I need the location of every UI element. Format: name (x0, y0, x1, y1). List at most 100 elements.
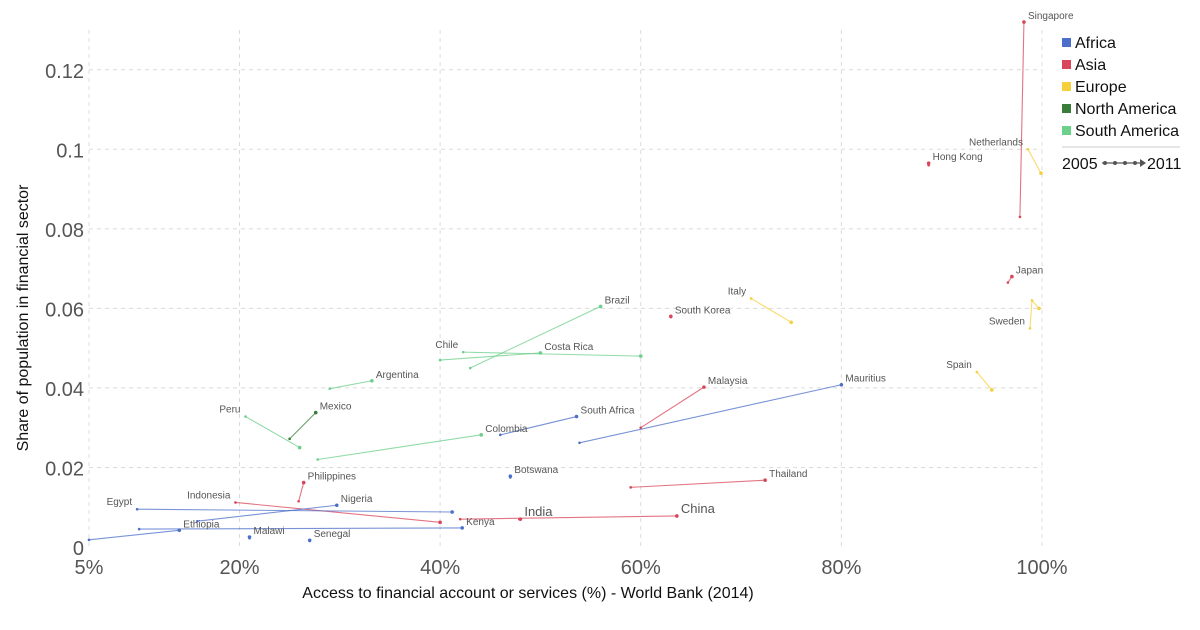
data-point[interactable] (990, 388, 994, 392)
data-point[interactable] (234, 501, 237, 504)
point-label: Mexico (320, 402, 352, 413)
data-point[interactable] (508, 474, 513, 479)
series-senegal[interactable]: Senegal (307, 529, 351, 543)
data-point[interactable] (669, 314, 673, 319)
series-spain[interactable]: Spain (946, 360, 994, 392)
series-line (329, 380, 372, 390)
legend-item-africa[interactable]: Africa (1062, 35, 1116, 52)
grid (88, 30, 1043, 547)
data-point[interactable] (1026, 148, 1030, 151)
data-point[interactable] (629, 486, 633, 489)
data-point[interactable] (370, 378, 374, 383)
point-label: South Korea (675, 305, 731, 316)
series-south-africa[interactable]: South Africa (498, 406, 635, 437)
data-point[interactable] (177, 528, 182, 533)
series-nigeria[interactable]: Nigeria (196, 494, 373, 523)
point-label: South Africa (581, 406, 635, 417)
data-point[interactable] (301, 480, 306, 485)
series-china[interactable]: China (458, 501, 716, 521)
legend-item-europe[interactable]: Europe (1062, 79, 1127, 96)
data-point[interactable] (763, 478, 767, 482)
data-point[interactable] (1039, 171, 1043, 175)
data-point[interactable] (598, 304, 603, 309)
data-point[interactable] (316, 458, 320, 461)
series-philippines[interactable]: Philippines (297, 472, 356, 503)
data-point[interactable] (244, 415, 247, 418)
data-point[interactable] (926, 161, 931, 166)
point-label: Kenya (466, 517, 495, 528)
data-point[interactable] (639, 426, 643, 429)
legend-item-north-america[interactable]: North America (1062, 101, 1176, 118)
data-point[interactable] (313, 410, 318, 415)
data-point[interactable] (334, 503, 339, 508)
data-point[interactable] (1028, 326, 1032, 330)
data-point[interactable] (468, 366, 472, 370)
series-malaysia[interactable]: Malaysia (639, 376, 748, 429)
data-point[interactable] (702, 385, 706, 389)
data-point[interactable] (297, 445, 302, 450)
legend-item-asia[interactable]: Asia (1062, 57, 1106, 74)
series-line (976, 371, 993, 391)
data-point[interactable] (789, 320, 794, 325)
data-point[interactable] (638, 354, 643, 358)
data-point[interactable] (460, 526, 464, 530)
data-point[interactable] (1006, 281, 1010, 284)
series-kenya[interactable]: Kenya (137, 517, 495, 531)
data-point[interactable] (578, 441, 581, 445)
legend-swatch (1062, 104, 1071, 113)
series-ethiopia[interactable]: Ethiopia (87, 519, 220, 542)
data-point[interactable] (1010, 274, 1014, 279)
series-mauritius[interactable]: Mauritius (578, 374, 886, 445)
series-indonesia[interactable]: Indonesia (187, 490, 442, 525)
data-point[interactable] (307, 538, 312, 543)
data-point[interactable] (1022, 20, 1026, 24)
data-point[interactable] (137, 527, 141, 531)
data-point[interactable] (328, 387, 332, 391)
series-peru[interactable]: Peru (219, 405, 302, 450)
series-colombia[interactable]: Colombia (316, 424, 528, 461)
series-hong-kong[interactable]: Hong Kong (926, 152, 983, 167)
series-mexico[interactable]: Mexico (288, 402, 352, 441)
data-point[interactable] (498, 433, 502, 437)
series-botswana[interactable]: Botswana (508, 465, 559, 479)
point-label: Egypt (107, 497, 133, 508)
series-argentina[interactable]: Argentina (328, 370, 419, 391)
data-point[interactable] (574, 414, 579, 419)
data-point[interactable] (461, 350, 465, 354)
data-point[interactable] (288, 437, 291, 441)
data-point[interactable] (839, 382, 844, 387)
series-brazil[interactable]: Brazil (468, 295, 630, 370)
data-point[interactable] (749, 297, 753, 300)
point-label: Mauritius (845, 374, 886, 385)
data-point[interactable] (438, 358, 442, 362)
data-point[interactable] (196, 519, 199, 523)
data-point[interactable] (1018, 215, 1022, 219)
data-point[interactable] (438, 520, 442, 525)
series-singapore[interactable]: Singapore (1018, 11, 1074, 219)
series-thailand[interactable]: Thailand (629, 469, 807, 489)
data-point[interactable] (479, 433, 484, 437)
data-point[interactable] (87, 538, 91, 542)
data-point[interactable] (1037, 306, 1041, 311)
series-sweden[interactable]: Sweden (989, 299, 1041, 330)
series-egypt[interactable]: Egypt (107, 497, 454, 514)
x-axis-title: Access to financial account or services … (302, 585, 753, 602)
series-malawi[interactable]: Malawi (247, 526, 285, 540)
data-point[interactable] (450, 510, 454, 514)
data-point[interactable] (297, 499, 300, 503)
data-point[interactable] (458, 517, 462, 521)
series-costa-rica[interactable]: Costa Rica (438, 342, 594, 362)
series-italy[interactable]: Italy (728, 286, 794, 325)
series-chile[interactable]: Chile (435, 340, 643, 358)
series-south-korea[interactable]: South Korea (669, 305, 731, 319)
legend-item-south-america[interactable]: South America (1062, 123, 1179, 140)
data-point[interactable] (1030, 299, 1034, 302)
series-japan[interactable]: Japan (1006, 266, 1044, 284)
data-point[interactable] (975, 370, 979, 374)
series-netherlands[interactable]: Netherlands (969, 137, 1043, 175)
data-point[interactable] (675, 514, 679, 518)
y-tick-label: 0.12 (45, 61, 84, 83)
data-point[interactable] (135, 507, 139, 511)
data-point[interactable] (247, 535, 252, 539)
data-point[interactable] (538, 351, 543, 355)
